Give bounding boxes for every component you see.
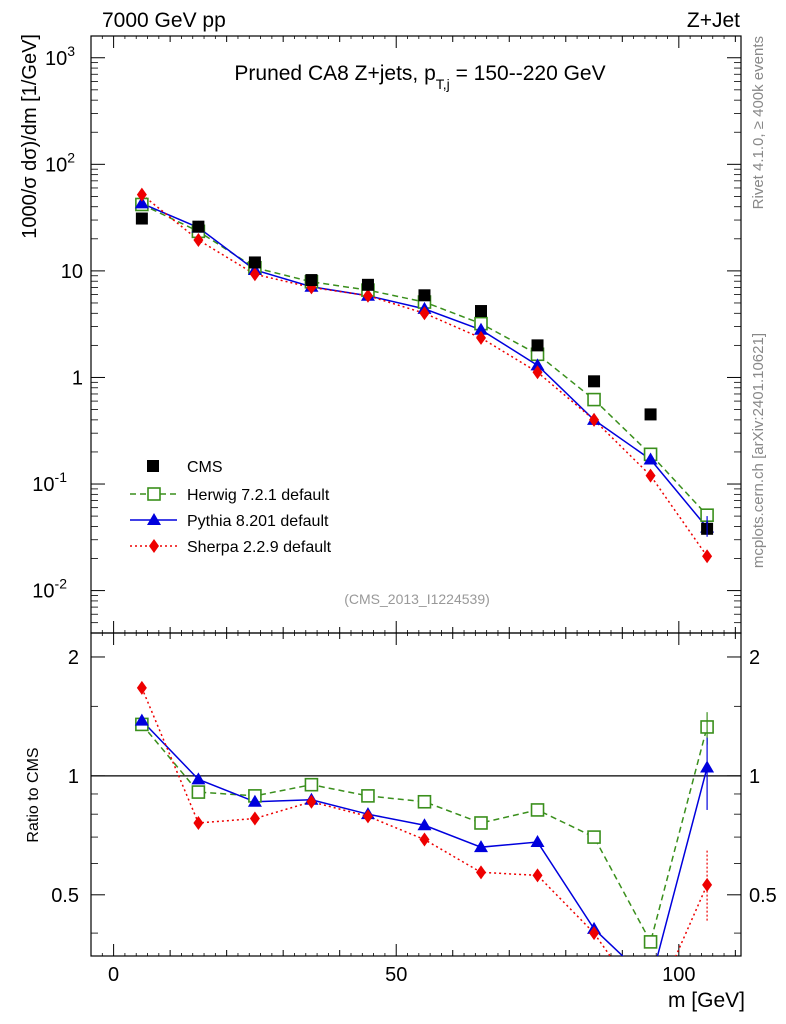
ratio-tick-label: 0.5 <box>51 885 79 907</box>
x-tick-label: 100 <box>662 964 695 986</box>
legend-label-sherpa: Sherpa 2.2.9 default <box>187 539 332 556</box>
legend-item-cms: CMS <box>147 459 223 476</box>
mcplots-label: mcplots.cern.ch [arXiv:2401.10621] <box>750 333 767 568</box>
ratio-1-point <box>530 835 545 848</box>
x-tick-label: 50 <box>385 964 407 986</box>
ratio-series-group <box>134 680 715 1021</box>
y-tick-label: 10-1 <box>32 469 67 496</box>
ratio-tick-label-right: 2 <box>749 647 760 669</box>
y-tick-label: 1 <box>72 367 83 389</box>
ratio-2-point <box>306 794 317 809</box>
series-2-point <box>419 306 430 321</box>
y-tick-label: 103 <box>45 43 75 70</box>
ratio-2-point <box>193 815 204 830</box>
cms-data-point <box>644 408 657 421</box>
ratio-2-point <box>589 926 600 941</box>
plot-title: Pruned CA8 Z+jets, pT,j = 150--220 GeV <box>234 62 605 92</box>
ratio-2-point <box>249 811 260 826</box>
x-tick-label: 0 <box>108 964 119 986</box>
legend: CMS Herwig 7.2.1 default Pythia 8.201 de… <box>130 459 332 556</box>
legend-item-herwig: Herwig 7.2.1 default <box>130 487 330 504</box>
series-0-point <box>587 392 601 407</box>
ratio-1-point <box>134 713 149 726</box>
series-2-point <box>476 330 486 345</box>
series-1-point <box>134 196 149 209</box>
cms-data-point <box>192 220 205 233</box>
ratio-tick-label-right: 1 <box>749 766 760 788</box>
ratio-2-point <box>136 680 147 695</box>
cms-data-point <box>305 274 318 287</box>
ratio-1-point <box>417 818 432 831</box>
series-2-point <box>136 187 147 202</box>
main-series-group <box>134 187 715 564</box>
ratio-1-point <box>247 794 262 807</box>
y-axis-label: 1000/σ dσ)/dm [1/GeV] <box>19 34 41 239</box>
x-axis-label: m [GeV] <box>668 989 745 1012</box>
energy-label: 7000 GeV pp <box>102 9 226 32</box>
ratio-plot-frame <box>90 632 742 957</box>
ratio-tick-label-right: 0.5 <box>749 885 777 907</box>
ratio-0-point <box>361 789 375 803</box>
series-line-1 <box>141 202 708 529</box>
series-2-point <box>249 267 260 282</box>
series-1-point <box>530 358 545 371</box>
series-2-point <box>193 232 204 247</box>
legend-marker-pythia <box>147 513 161 525</box>
series-2-point <box>362 288 373 303</box>
legend-marker-cms <box>147 460 159 472</box>
ratio-tick-label: 2 <box>68 647 79 669</box>
cms-data-point <box>531 339 544 352</box>
cms-data-point <box>361 278 374 291</box>
ratio-0-point <box>417 794 432 809</box>
y-tick-label: 10 <box>61 261 83 283</box>
cms-data-point <box>588 375 601 388</box>
ratio-0-point <box>191 785 206 799</box>
ratio-0-point <box>587 830 601 844</box>
ratio-0-point <box>530 803 545 817</box>
ratio-0-point <box>304 777 319 792</box>
ratio-2-point <box>419 832 430 847</box>
legend-marker-herwig <box>147 487 161 501</box>
series-1-point <box>474 322 488 335</box>
y-tick-label: 10-2 <box>32 576 67 603</box>
cms-data-point <box>418 289 431 302</box>
legend-label-cms: CMS <box>187 459 223 476</box>
series-2-point <box>645 468 656 483</box>
legend-item-pythia: Pythia 8.201 default <box>130 513 329 530</box>
series-1-point <box>643 452 658 465</box>
ratio-tick-label: 1 <box>68 766 79 788</box>
cms-data-point <box>135 212 148 225</box>
ratio-0-point <box>474 816 488 830</box>
ratio-line-1 <box>141 720 708 956</box>
series-2-point <box>532 365 543 380</box>
legend-label-pythia: Pythia 8.201 default <box>187 513 329 530</box>
series-line-0 <box>141 203 708 516</box>
legend-marker-sherpa <box>149 539 159 553</box>
ratio-0-point <box>643 935 658 949</box>
ratio-2-point <box>362 809 373 824</box>
process-label: Z+Jet <box>687 9 740 32</box>
rivet-label: Rivet 4.1.0, ≥ 400k events <box>750 36 767 209</box>
ratio-1-point <box>644 975 658 987</box>
ratio-line-2 <box>141 687 708 956</box>
series-2-point <box>589 412 600 427</box>
series-2-point <box>702 549 713 564</box>
cms-data-point <box>475 305 487 318</box>
ratio-1-point <box>474 840 488 853</box>
y-tick-label: 102 <box>45 149 75 176</box>
ratio-axis-label: Ratio to CMS <box>25 747 42 842</box>
ratio-2-point <box>646 1007 656 1021</box>
legend-item-sherpa: Sherpa 2.2.9 default <box>130 539 332 556</box>
cms-data-point <box>248 256 261 269</box>
series-line-2 <box>141 194 708 557</box>
ratio-2-point <box>476 865 486 880</box>
ratio-1-point <box>191 772 206 785</box>
analysis-label: (CMS_2013_I1224539) <box>344 591 490 607</box>
ratio-2-point <box>532 868 543 883</box>
legend-label-herwig: Herwig 7.2.1 default <box>187 487 330 504</box>
ratio-2-point <box>702 877 713 892</box>
